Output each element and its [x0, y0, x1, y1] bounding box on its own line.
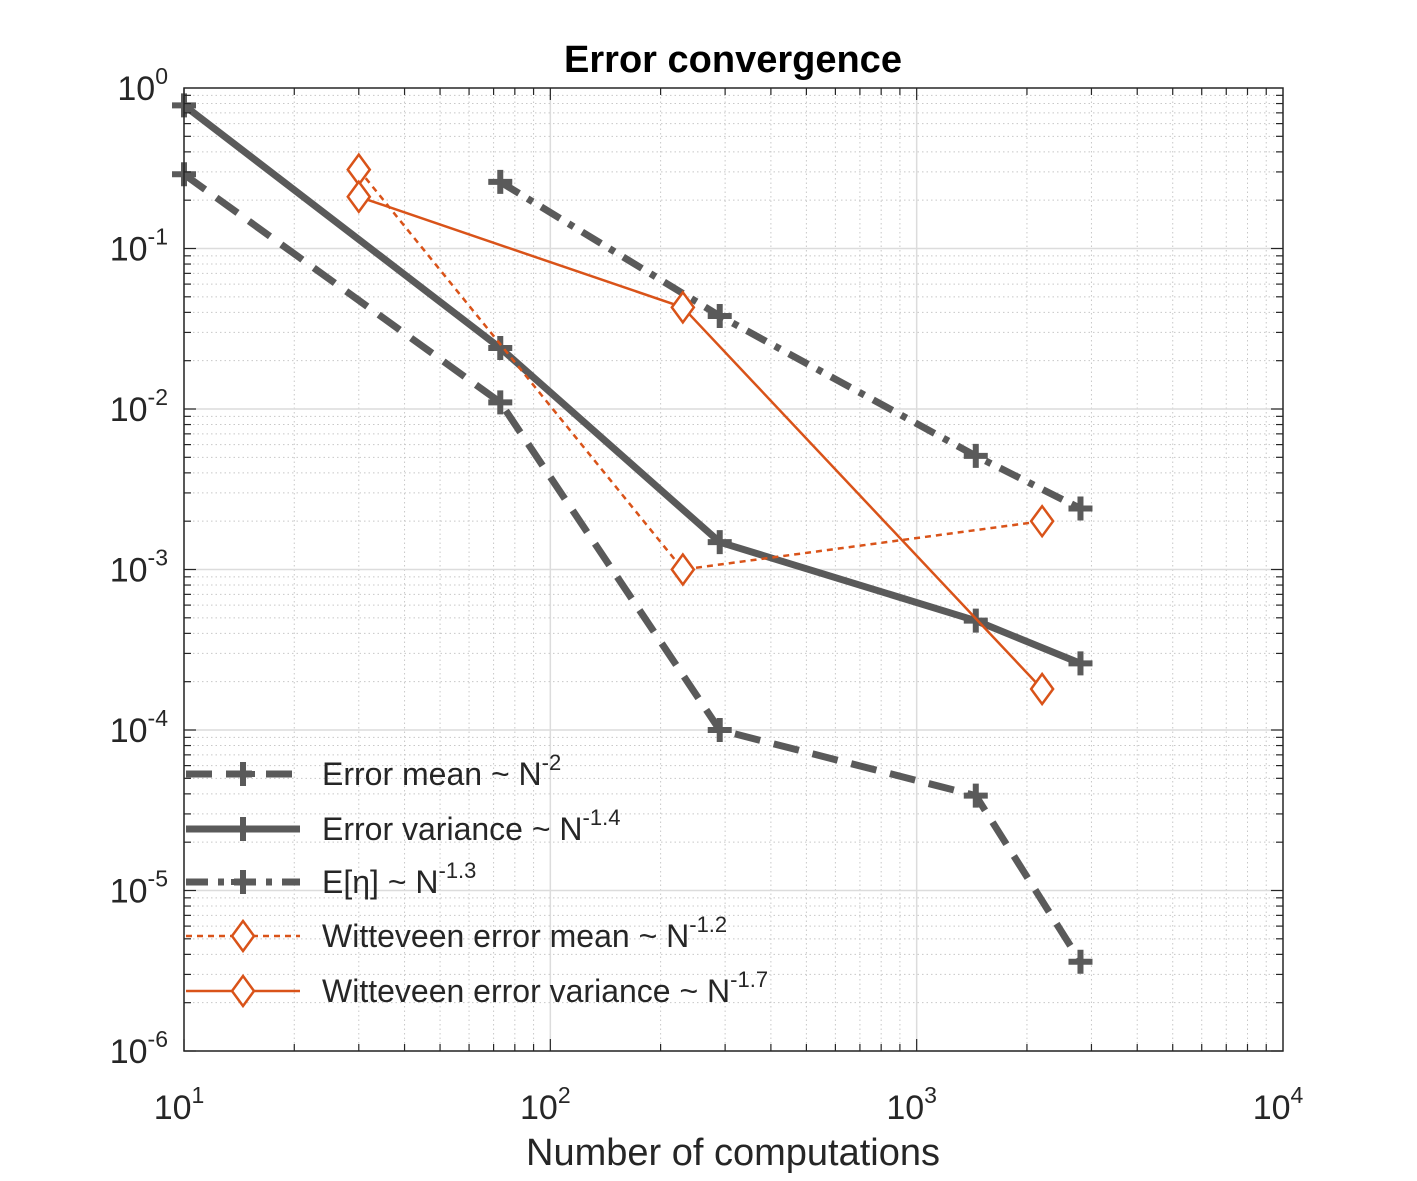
series-4: [346, 152, 1055, 587]
legend-label: Error variance ~ N-1.4: [322, 805, 620, 847]
x-tick-base: 10: [886, 1089, 924, 1127]
legend-label: Error mean ~ N-2: [322, 750, 561, 792]
y-tick-exponent: -4: [148, 705, 169, 731]
series-2: [172, 93, 1093, 676]
x-tick-base: 10: [1253, 1089, 1291, 1127]
legend-label-exponent: -1.7: [730, 967, 768, 992]
data-point: [707, 718, 732, 742]
y-tick-base: 10: [110, 873, 148, 911]
x-tick-exponent: 3: [924, 1082, 937, 1108]
y-tick-base: 10: [110, 712, 148, 750]
series-3: [488, 169, 1093, 521]
data-point: [670, 290, 696, 325]
legend-label-exponent: -1.3: [439, 858, 477, 883]
data-point: [488, 169, 513, 194]
data-point: [1029, 504, 1055, 539]
data-point: [963, 783, 988, 808]
data-point: [1068, 496, 1093, 521]
legend-label-main: Error mean ~ N: [322, 756, 542, 792]
legend-label-main: Witteveen error mean ~ N: [322, 918, 689, 954]
tick-marks-layer: [183, 88, 1283, 1052]
y-tick-exponent: -3: [148, 545, 168, 571]
x-tick-base: 10: [520, 1089, 558, 1127]
y-tick-base: 10: [110, 1033, 148, 1071]
legend-label-main: Error variance ~ N: [322, 811, 583, 847]
y-tick-label: 10-5: [110, 866, 168, 911]
series-5: [346, 179, 1055, 707]
y-tick-exponent: -2: [148, 384, 168, 410]
legend-entry: E[η] ~ N-1.3: [186, 858, 476, 900]
data-point: [346, 179, 372, 214]
legend-entry: Witteveen error mean ~ N-1.2: [186, 912, 727, 954]
y-tick-label: 10-4: [110, 705, 168, 750]
y-tick-exponent: -1: [148, 224, 168, 250]
x-tick-exponent: 2: [558, 1082, 571, 1108]
legend: Error mean ~ N-2 Error variance ~ N-1.4 E[…: [186, 750, 768, 1009]
x-tick-base: 10: [154, 1089, 192, 1127]
x-tick-label: 102: [520, 1082, 571, 1127]
chart-title: Error convergence: [564, 39, 902, 81]
x-tick-exponent: 1: [192, 1082, 205, 1108]
legend-label: Witteveen error variance ~ N-1.7: [322, 967, 768, 1009]
y-tick-exponent: 0: [155, 63, 168, 89]
data-point: [231, 762, 255, 786]
legend-label: E[η] ~ N-1.3: [322, 858, 476, 900]
data-point: [230, 973, 256, 1009]
y-tick-label: 10-1: [110, 224, 168, 269]
y-tick-base: 10: [110, 231, 148, 269]
legend-entry: Error mean ~ N-2: [186, 750, 561, 792]
data-point: [707, 530, 732, 555]
grid-layer: [183, 88, 1283, 1052]
data-point: [707, 303, 732, 328]
legend-label: Witteveen error mean ~ N-1.2: [322, 912, 727, 954]
legend-label-exponent: -2: [542, 750, 562, 775]
y-tick-base: 10: [117, 70, 155, 108]
y-tick-base: 10: [110, 552, 148, 590]
data-point: [230, 918, 256, 954]
series-line: [181, 102, 1082, 667]
x-tick-exponent: 4: [1291, 1082, 1304, 1108]
y-tick-label: 10-6: [110, 1026, 168, 1071]
legend-label-main: Witteveen error variance ~ N: [322, 973, 730, 1009]
series-line: [357, 168, 1043, 571]
x-tick-labels: 101 102 103 104: [154, 1082, 1304, 1127]
x-tick-label: 103: [886, 1082, 937, 1127]
legend-entry: Witteveen error variance ~ N-1.7: [186, 967, 768, 1009]
x-tick-label: 104: [1253, 1082, 1304, 1127]
y-tick-exponent: -5: [148, 866, 168, 892]
legend-label-exponent: -1.2: [689, 912, 727, 937]
y-tick-exponent: -6: [148, 1026, 168, 1052]
y-tick-label: 10-3: [110, 545, 168, 590]
data-point: [488, 390, 513, 415]
series-line: [498, 178, 1083, 512]
data-point: [231, 817, 255, 841]
y-tick-base: 10: [110, 391, 148, 429]
y-tick-label: 100: [117, 63, 168, 108]
legend-label-main: E[η] ~ N: [322, 864, 439, 900]
series-line: [358, 195, 1044, 690]
x-tick-label: 101: [154, 1082, 205, 1127]
x-axis-label: Number of computations: [526, 1132, 940, 1174]
data-point: [231, 870, 255, 894]
series-1: [172, 162, 1093, 974]
legend-entry: Error variance ~ N-1.4: [186, 805, 620, 847]
data-point: [1029, 671, 1055, 707]
series-line: [181, 171, 1084, 964]
data-point: [1068, 651, 1093, 676]
data-point: [1068, 949, 1093, 974]
data-point: [670, 552, 696, 587]
series-layer: [172, 93, 1093, 974]
data-point: [488, 335, 513, 360]
legend-label-exponent: -1.4: [583, 805, 621, 830]
y-tick-label: 10-2: [110, 384, 168, 429]
data-point: [963, 608, 988, 633]
data-point: [963, 443, 988, 468]
